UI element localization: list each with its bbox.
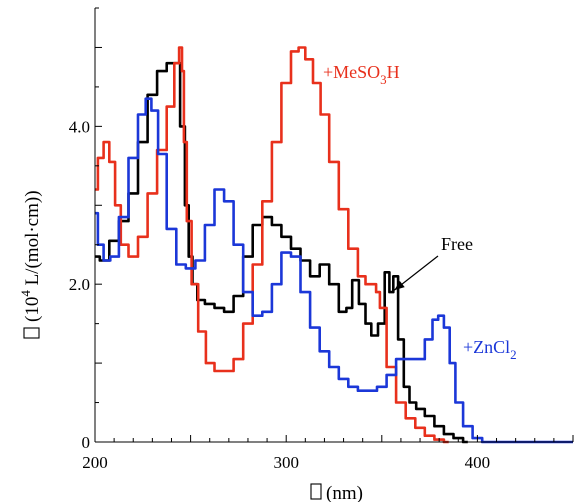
annotation-arrow-head <box>394 280 405 291</box>
series-line-0 <box>95 61 468 444</box>
series-label-mesoh: +MeSO3H <box>323 62 400 87</box>
x-tick-label: 300 <box>273 453 299 472</box>
series-line-1 <box>95 46 449 444</box>
axes <box>94 7 574 443</box>
y-tick-label: 4.0 <box>69 117 90 136</box>
y-tick-label: 2.0 <box>69 275 90 294</box>
y-axis-label-group: (104 L/(mol·cm)) <box>18 190 43 339</box>
y-axis-symbol-glyph <box>23 327 40 339</box>
series-label-free: Free <box>441 234 473 254</box>
x-axis-label: (nm) <box>326 483 363 502</box>
x-axis-symbol-glyph <box>310 483 322 500</box>
x-tick-label: 200 <box>82 453 108 472</box>
series-line-2 <box>95 97 573 444</box>
y-axis-label: (104 L/(mol·cm)) <box>18 190 43 322</box>
plot-area <box>95 46 573 444</box>
x-tick-label: 400 <box>465 453 491 472</box>
labels: 200 300 400 0 2.0 4.0 (nm) (104 L/(mol·cm)) +MeS… <box>18 62 517 502</box>
y-tick-label: 0 <box>82 433 91 452</box>
series-label-zncl2: +ZnCl2 <box>463 337 517 362</box>
